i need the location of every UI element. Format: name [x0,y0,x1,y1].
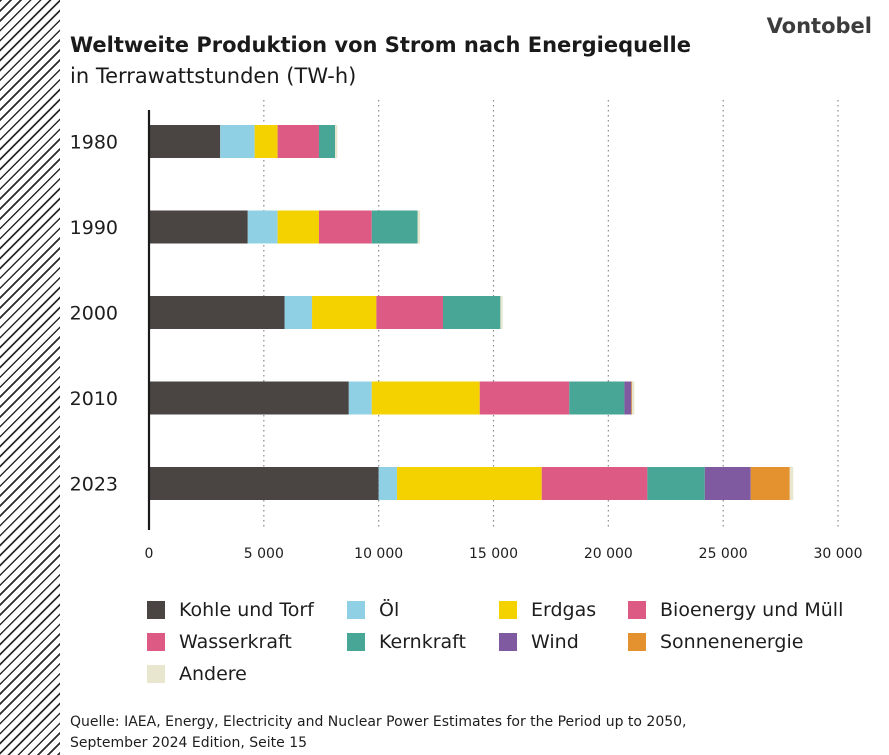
bar-segment-2000-kernkraft [442,296,501,329]
bar-segment-1980-kernkraft [318,125,336,158]
legend-swatch-wind [499,633,517,651]
legend-swatch-andere [147,665,165,683]
bar-segment-2023-wind [704,467,751,500]
legend-item-andere: Andere [147,663,247,685]
bar-segment-1980-wasserkraft [277,125,319,158]
x-tick-label-20000: 20 000 [584,546,633,562]
legend-item-kernkraft: Kernkraft [347,631,466,653]
bar-segment-2000-kohle-und-torf [149,296,285,329]
x-tick-label-10000: 10 000 [354,546,403,562]
source-line-1: Quelle: IAEA, Energy, Electricity and Nu… [70,714,687,730]
bar-segment-1980-erdgas [254,125,278,158]
x-tick-label-25000: 25 000 [699,546,748,562]
legend-swatch-bioenergy-und-m-ll [628,601,646,619]
bar-segment-1980-kohle-und-torf [149,125,221,158]
bar-segment-1990-kohle-und-torf [149,210,248,244]
legend-swatch-kernkraft [347,633,365,651]
source-line-2: September 2024 Edition, Seite 15 [70,735,308,751]
legend-label-kernkraft: Kernkraft [379,631,466,653]
legend-label-erdgas: Erdgas [531,599,597,621]
category-label-2010: 2010 [70,388,118,410]
chart-title-line-1: Weltweite Produktion von Strom nach Ener… [70,33,691,57]
legend-swatch-kohle-und-torf [147,601,165,619]
legend-item-kohle-und-torf: Kohle und Torf [147,599,314,621]
bar-segment-2023-kohle-und-torf [149,467,379,500]
legend-item--l: Öl [347,599,399,621]
bar-segment-1980--l [220,125,255,158]
category-label-1980: 1980 [70,132,118,154]
source-note: Quelle: IAEA, Energy, Electricity and Nu… [70,712,687,754]
bar-segment-2000--l [284,296,313,329]
legend-item-erdgas: Erdgas [499,599,596,621]
bar-segment-1990-andere [417,210,421,244]
legend-swatch-sonnenenergie [628,633,646,651]
legend-label-wasserkraft: Wasserkraft [179,631,292,653]
x-tick-label-15000: 15 000 [469,546,518,562]
bar-segment-2010-erdgas [371,381,480,415]
bar-segment-1990--l [247,210,278,244]
bar-segment-2023-andere [789,467,794,500]
category-label-1990: 1990 [70,217,118,239]
bar-segment-2010-kernkraft [569,381,625,415]
bar-segment-1990-erdgas [277,210,319,244]
bar-segment-2010-kohle-und-torf [149,381,349,415]
bar-segment-2023-kernkraft [647,467,705,500]
category-label-2023: 2023 [70,474,118,496]
legend-item-wasserkraft: Wasserkraft [147,631,292,653]
brand-logo: Vontobel [766,14,872,38]
legend-item-sonnenenergie: Sonnenenergie [628,631,803,653]
bar-segment-2023-erdgas [397,467,542,500]
bar-segment-2010-andere [631,381,635,415]
bar-segment-2023-sonnenenergie [750,467,790,500]
legend-label-andere: Andere [179,663,247,685]
x-tick-label-5000: 5 000 [244,546,284,562]
bar-segment-1980-andere [335,125,338,158]
bar-segment-2023-wasserkraft [541,467,648,500]
legend-swatch-erdgas [499,601,517,619]
legend-label-wind: Wind [531,631,579,653]
bar-segment-2010--l [348,381,372,415]
legend-item-wind: Wind [499,631,579,653]
bar-segment-1990-wasserkraft [318,210,372,244]
legend-label--l: Öl [379,599,400,621]
bar-segment-2000-andere [500,296,503,329]
bar-segment-2000-wasserkraft [376,296,443,329]
stacked-bar-chart: 1980 1990 2000 2010 2023 0 5 000 10 000 15 000 20… [70,100,863,562]
chart-title: Weltweite Produktion von Strom nach Ener… [70,30,720,92]
x-tick-label-30000: 30 000 [814,546,863,562]
legend-swatch--l [347,601,365,619]
legend-item-bioenergy-und-m-ll: Bioenergy und Müll [628,599,843,621]
legend-swatch-wasserkraft [147,633,165,651]
bar-segment-2000-erdgas [312,296,377,329]
legend-label-bioenergy-und-m-ll: Bioenergy und Müll [660,599,844,621]
chart-title-line-2: in Terrawattstunden (TW-h) [70,64,357,88]
legend-label-sonnenenergie: Sonnenenergie [660,631,804,653]
category-label-2000: 2000 [70,303,118,325]
bar-segment-2010-sonnenenergie [631,381,632,415]
bar-segment-2010-wind [624,381,632,415]
bar-segment-1990-kernkraft [371,210,418,244]
legend-label-kohle-und-torf: Kohle und Torf [179,599,314,621]
x-tick-label-0: 0 [145,546,154,562]
bar-segment-2023--l [378,467,398,500]
hatched-side-border [0,0,60,755]
bar-segment-2010-wasserkraft [479,381,570,415]
